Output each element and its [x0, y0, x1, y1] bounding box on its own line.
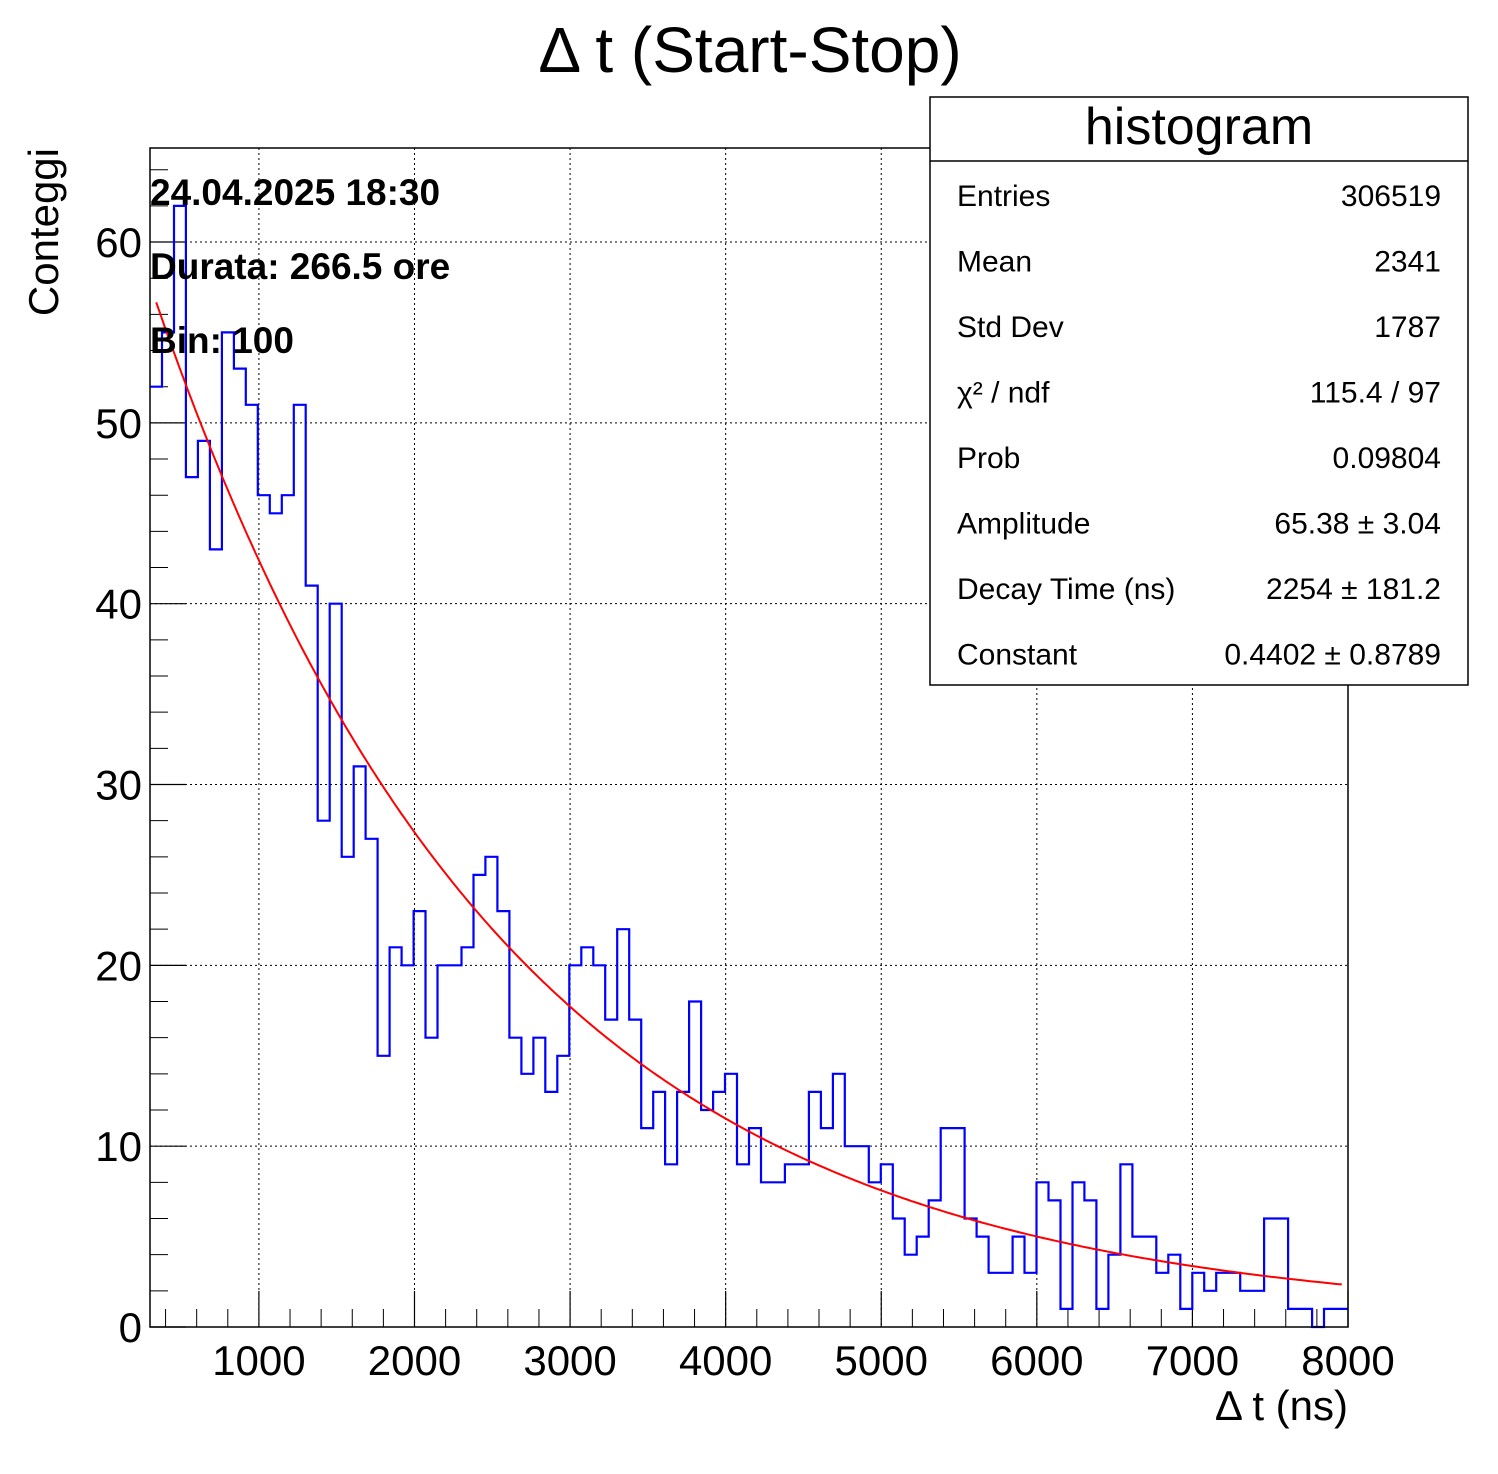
- stats-box-frame: [929, 96, 1469, 686]
- x-tick-label: 5000: [835, 1337, 928, 1384]
- histogram-series: [150, 204, 1348, 1329]
- stats-row-value: 1787: [1374, 311, 1441, 344]
- stats-row-label: Mean: [957, 246, 1032, 279]
- annotation-date: 24.04.2025 18:30: [150, 172, 440, 213]
- y-tick-label: 20: [95, 942, 142, 989]
- plot-frame: [149, 147, 1349, 1328]
- x-tick-label: 2000: [368, 1337, 461, 1384]
- stats-row-label: Constant: [957, 639, 1078, 672]
- y-tick-label: 10: [95, 1123, 142, 1170]
- stats-row-value: 2341: [1374, 246, 1441, 279]
- axis-ticks: [150, 169, 1349, 1328]
- stats-row-value: 115.4 / 97: [1310, 377, 1441, 410]
- x-tick-label: 8000: [1301, 1337, 1394, 1384]
- y-tick-label: 60: [95, 219, 142, 266]
- stats-row-label: Std Dev: [957, 311, 1064, 344]
- y-tick-label: 40: [95, 581, 142, 628]
- chart-title: Δ t (Start-Stop): [538, 14, 961, 86]
- x-tick-label: 4000: [679, 1337, 772, 1384]
- stats-row-value: 65.38 ± 3.04: [1274, 508, 1441, 541]
- x-tick-label: 1000: [212, 1337, 305, 1384]
- annotation-bins: Bin: 100: [150, 320, 294, 361]
- y-tick-label: 50: [95, 400, 142, 447]
- stats-row-value: 2254 ± 181.2: [1266, 573, 1441, 606]
- stats-rows: Entries 306519 Mean 2341 Std Dev 1787 χ² / ndf…: [957, 180, 1441, 672]
- x-tick-label: 6000: [990, 1337, 1083, 1384]
- stats-row-label: χ² / ndf: [957, 377, 1050, 410]
- stats-row-label: Prob: [957, 442, 1020, 475]
- y-tick-label: 0: [119, 1304, 142, 1351]
- fit-curve: [155, 301, 1342, 1286]
- stats-row-value: 306519: [1341, 180, 1441, 213]
- stats-box: histogram Entries 306519 Mean 2341 Std Dev 17…: [929, 96, 1469, 686]
- x-tick-label: 3000: [523, 1337, 616, 1384]
- y-tick-label: 30: [95, 762, 142, 809]
- stats-row-label: Amplitude: [957, 508, 1090, 541]
- stats-row-value: 0.09804: [1333, 442, 1441, 475]
- x-tick-label: 7000: [1146, 1337, 1239, 1384]
- annotation-duration: Durata: 266.5 ore: [150, 246, 450, 287]
- stats-row-label: Entries: [957, 180, 1050, 213]
- stats-box-title: histogram: [1085, 98, 1313, 156]
- stats-row-label: Decay Time (ns): [957, 573, 1175, 606]
- stats-row-value: 0.4402 ± 0.8789: [1224, 639, 1441, 672]
- tick-labels: 1000 2000 3000 4000 5000 6000 7000 8000 0 10 20 30 4…: [95, 219, 1394, 1384]
- x-axis-title: Δ t (ns): [1215, 1382, 1348, 1429]
- y-axis-title: Conteggi: [20, 148, 67, 316]
